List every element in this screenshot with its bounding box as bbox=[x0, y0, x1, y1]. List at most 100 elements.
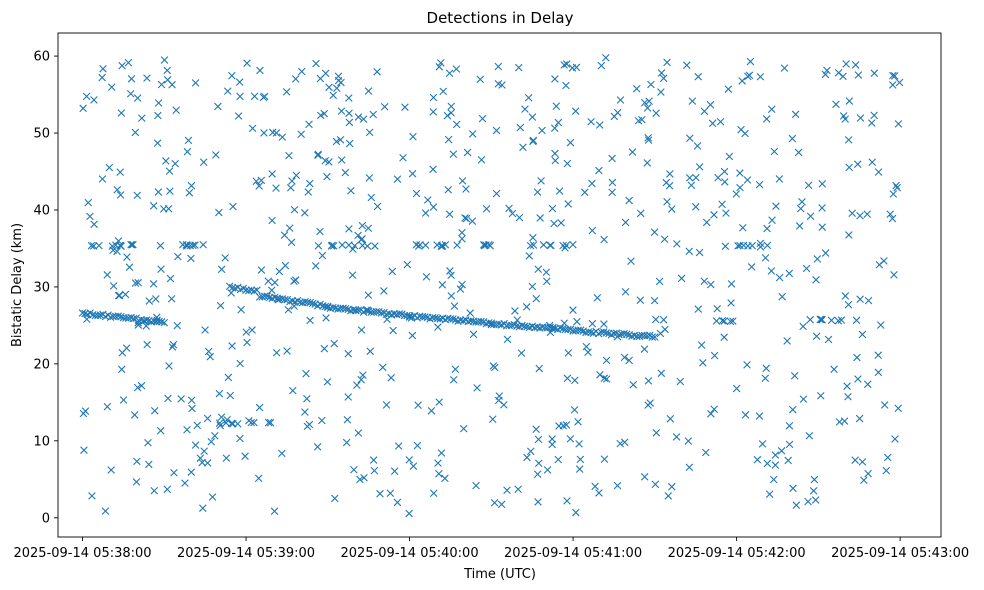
detection-point bbox=[841, 115, 849, 123]
detection-point bbox=[593, 294, 602, 302]
detection-point bbox=[845, 163, 853, 172]
detection-point bbox=[813, 255, 822, 263]
detection-point bbox=[257, 266, 266, 274]
detection-point bbox=[890, 271, 898, 279]
detection-point bbox=[181, 479, 189, 487]
detection-point bbox=[867, 119, 876, 127]
detection-point bbox=[790, 371, 799, 380]
detection-point bbox=[134, 318, 142, 327]
detection-point bbox=[684, 437, 693, 445]
detection-point bbox=[377, 309, 386, 317]
detection-point bbox=[345, 109, 353, 118]
detection-point bbox=[347, 186, 355, 195]
detection-point bbox=[821, 249, 830, 257]
detection-point bbox=[737, 125, 745, 134]
detection-point bbox=[114, 237, 123, 245]
detection-point bbox=[354, 231, 362, 240]
detection-point bbox=[297, 130, 305, 139]
detection-point bbox=[164, 394, 172, 403]
detection-point bbox=[576, 326, 585, 334]
detection-point bbox=[461, 214, 469, 222]
detection-point bbox=[252, 177, 261, 186]
detection-point bbox=[83, 315, 91, 324]
detection-point bbox=[144, 438, 152, 447]
detection-point bbox=[562, 241, 571, 250]
detection-point bbox=[89, 242, 98, 250]
detection-point bbox=[223, 415, 231, 424]
detection-point bbox=[367, 193, 376, 202]
detection-point bbox=[736, 183, 744, 192]
detection-point bbox=[271, 278, 279, 287]
detection-point bbox=[564, 325, 572, 334]
detection-point bbox=[134, 278, 142, 287]
detection-point bbox=[447, 271, 455, 280]
detection-point bbox=[492, 126, 501, 135]
detection-point bbox=[644, 134, 653, 142]
detection-point bbox=[143, 74, 151, 82]
detection-point bbox=[727, 299, 735, 307]
detection-point bbox=[852, 316, 861, 325]
detection-point bbox=[140, 316, 149, 325]
detection-point bbox=[600, 235, 608, 244]
detection-point bbox=[667, 482, 676, 491]
detection-point bbox=[292, 171, 301, 180]
detection-point bbox=[215, 419, 224, 427]
detection-point bbox=[78, 309, 87, 317]
detection-point bbox=[724, 85, 733, 93]
detection-point bbox=[701, 448, 710, 457]
detection-point bbox=[538, 126, 546, 135]
detection-point bbox=[769, 475, 778, 484]
detection-point bbox=[290, 302, 298, 310]
detection-point bbox=[171, 159, 179, 168]
detection-point bbox=[699, 359, 707, 367]
y-axis-label: Bistatic Delay (km) bbox=[10, 223, 25, 347]
detection-point bbox=[434, 323, 442, 331]
detection-point bbox=[445, 69, 454, 78]
detection-point bbox=[566, 138, 575, 147]
detection-point bbox=[785, 440, 794, 449]
detection-point bbox=[556, 324, 565, 332]
detection-point bbox=[620, 329, 628, 338]
detection-point bbox=[371, 242, 379, 250]
detection-point bbox=[472, 481, 480, 490]
detection-point bbox=[498, 81, 506, 89]
detection-point bbox=[564, 200, 572, 208]
detection-point bbox=[856, 211, 864, 220]
detection-point bbox=[228, 71, 236, 80]
detection-point bbox=[523, 453, 531, 462]
detection-point bbox=[373, 68, 381, 76]
detection-point bbox=[636, 296, 645, 304]
detection-point bbox=[154, 188, 163, 196]
detection-point bbox=[818, 316, 826, 324]
detection-point bbox=[568, 64, 577, 72]
detection-point bbox=[552, 102, 561, 110]
detection-point bbox=[792, 501, 801, 509]
detection-point bbox=[142, 316, 151, 324]
detection-point bbox=[554, 118, 563, 127]
detection-point bbox=[563, 374, 572, 383]
detection-point bbox=[122, 344, 131, 352]
detection-point bbox=[132, 478, 141, 486]
detection-point bbox=[634, 116, 643, 125]
detection-point bbox=[526, 447, 535, 456]
detection-point bbox=[304, 188, 313, 196]
detection-point bbox=[389, 326, 397, 335]
detection-point bbox=[250, 287, 259, 295]
detection-point bbox=[620, 438, 629, 447]
detection-point bbox=[778, 292, 786, 301]
detection-point bbox=[441, 474, 449, 483]
detection-point bbox=[587, 117, 595, 126]
detection-point bbox=[550, 219, 558, 228]
detection-point bbox=[571, 376, 579, 385]
detection-point bbox=[84, 198, 93, 207]
detection-point bbox=[767, 105, 776, 114]
detection-point bbox=[215, 389, 224, 398]
detection-point bbox=[621, 218, 630, 227]
detection-point bbox=[248, 124, 257, 133]
detection-point bbox=[255, 403, 264, 412]
detection-point bbox=[886, 210, 895, 218]
detection-point bbox=[767, 267, 776, 275]
detection-point bbox=[588, 226, 597, 235]
detection-point bbox=[677, 274, 686, 283]
detection-point bbox=[775, 175, 784, 183]
